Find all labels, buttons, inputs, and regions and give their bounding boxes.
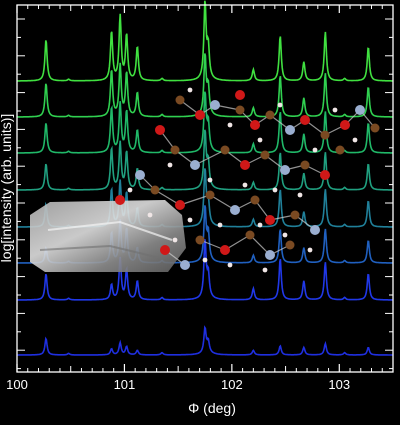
oxygen-atom — [195, 110, 205, 120]
oxygen-atom — [220, 245, 230, 255]
nitrogen-atom — [265, 250, 275, 260]
hydrogen-atom — [312, 147, 318, 153]
oxygen-atom — [320, 170, 330, 180]
hydrogen-atom — [127, 187, 133, 193]
carbon-atom — [235, 105, 245, 115]
oxygen-atom — [155, 125, 165, 135]
hydrogen-atom — [167, 162, 173, 168]
x-axis-title: Φ (deg) — [188, 400, 236, 416]
axes-layer: 100 101 102 103 — [6, 4, 394, 392]
crystal-facet-line — [39, 244, 161, 259]
molecule-bond — [194, 149, 226, 166]
hydrogen-atom — [262, 267, 268, 273]
hydrogen-atom — [187, 87, 193, 93]
carbon-atom — [250, 195, 260, 205]
series-line — [17, 0, 393, 82]
carbon-atom — [300, 160, 310, 170]
nitrogen-atom — [285, 125, 295, 135]
hydrogen-atom — [227, 122, 233, 128]
hydrogen-atom — [352, 137, 358, 143]
oxygen-atom — [235, 90, 245, 100]
hydrogen-atom — [172, 237, 178, 243]
nitrogen-atom — [280, 165, 290, 175]
carbon-atom — [220, 145, 230, 155]
hydrogen-atom — [277, 102, 283, 108]
nitrogen-atom — [210, 100, 220, 110]
nitrogen-atom — [180, 260, 190, 270]
x-tick-label: 101 — [114, 377, 136, 392]
carbon-atom — [285, 240, 295, 250]
carbon-atom — [170, 145, 180, 155]
y-axis-title: log[intensity (arb. units)] — [0, 114, 14, 263]
carbon-atom — [195, 235, 205, 245]
nitrogen-atom — [355, 105, 365, 115]
carbon-atom — [335, 145, 345, 155]
hydrogen-atom — [227, 262, 233, 268]
series-line — [17, 53, 393, 118]
hydrogen-atom — [207, 177, 213, 183]
plot-frame — [16, 4, 394, 373]
hydrogen-atom — [242, 182, 248, 188]
carbon-atom — [265, 110, 275, 120]
oxygen-atom — [175, 200, 185, 210]
x-tick-label: 102 — [221, 377, 243, 392]
hydrogen-atom — [307, 247, 313, 253]
hydrogen-atom — [297, 192, 303, 198]
nitrogen-atom — [310, 225, 320, 235]
carbon-atom — [290, 210, 300, 220]
inset-layer — [30, 87, 380, 273]
nitrogen-atom — [230, 205, 240, 215]
carbon-atom — [150, 185, 160, 195]
hydrogen-atom — [147, 212, 153, 218]
carbon-atom — [370, 123, 380, 133]
series-line — [17, 239, 393, 301]
series-line — [17, 91, 393, 154]
hydrogen-atom — [257, 137, 263, 143]
carbon-atom — [320, 130, 330, 140]
oxygen-atom — [300, 115, 310, 125]
hydrogen-atom — [187, 217, 193, 223]
carbon-atom — [260, 150, 270, 160]
oxygen-atom — [265, 215, 275, 225]
series-line — [17, 325, 393, 356]
nitrogen-atom — [135, 170, 145, 180]
hydrogen-atom — [282, 232, 288, 238]
hydrogen-atom — [202, 257, 208, 263]
hydrogen-atom — [217, 222, 223, 228]
oxygen-atom — [340, 120, 350, 130]
series-line — [17, 129, 393, 191]
oxygen-atom — [250, 120, 260, 130]
x-tick-label: 100 — [6, 377, 28, 392]
carbon-atom — [175, 95, 185, 105]
crystal-facet-line — [47, 220, 173, 241]
oxygen-atom — [160, 245, 170, 255]
x-tick-label: 103 — [328, 377, 350, 392]
hydrogen-atom — [257, 222, 263, 228]
hydrogen-atom — [332, 107, 338, 113]
oxygen-atom — [240, 160, 250, 170]
hydrogen-atom — [272, 187, 278, 193]
carbon-atom — [245, 230, 255, 240]
molecule-bond — [179, 194, 211, 206]
carbon-atom — [205, 190, 215, 200]
oxygen-atom — [115, 195, 125, 205]
nitrogen-atom — [190, 160, 200, 170]
